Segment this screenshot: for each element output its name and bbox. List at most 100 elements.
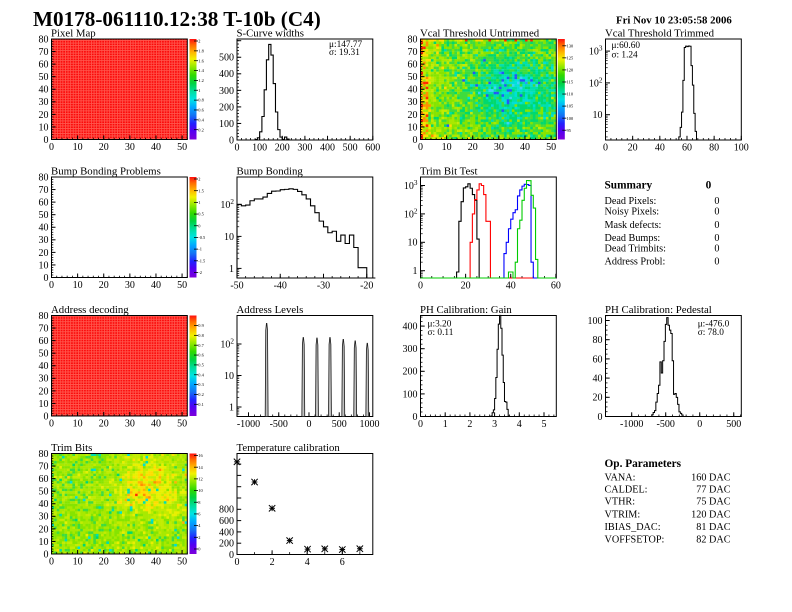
svg-text:50: 50 xyxy=(177,419,187,430)
svg-text:0: 0 xyxy=(714,257,719,268)
svg-text:-1000: -1000 xyxy=(620,419,643,430)
svg-text:0: 0 xyxy=(49,280,54,291)
svg-text:-500: -500 xyxy=(657,419,675,430)
svg-text:20: 20 xyxy=(99,280,109,291)
svg-text:120: 120 xyxy=(567,68,574,73)
svg-text:95: 95 xyxy=(567,128,572,133)
svg-text:0: 0 xyxy=(714,233,719,244)
svg-text:100: 100 xyxy=(734,143,749,154)
svg-text:Fri Nov 10 23:05:58 2006: Fri Nov 10 23:05:58 2006 xyxy=(616,15,732,27)
svg-text:M0178-061110.12:38 T-10b (C4): M0178-061110.12:38 T-10b (C4) xyxy=(33,7,321,31)
svg-text:1.2: 1.2 xyxy=(198,78,204,83)
svg-text:300: 300 xyxy=(403,344,418,355)
svg-text:60: 60 xyxy=(39,60,49,71)
svg-text:1.4: 1.4 xyxy=(198,68,204,73)
svg-text:-1.5: -1.5 xyxy=(198,258,206,263)
svg-text:500: 500 xyxy=(332,419,347,430)
svg-text:0: 0 xyxy=(418,419,423,430)
svg-text:10: 10 xyxy=(73,280,83,291)
svg-text:200: 200 xyxy=(219,102,234,113)
svg-text:Dead Trimbits:: Dead Trimbits: xyxy=(605,244,666,255)
svg-text:50: 50 xyxy=(39,210,49,221)
svg-text:0: 0 xyxy=(49,419,54,430)
svg-text:40: 40 xyxy=(408,85,418,96)
svg-text:0.9: 0.9 xyxy=(198,323,204,328)
svg-text:20: 20 xyxy=(39,248,49,259)
svg-text:30: 30 xyxy=(125,280,135,291)
svg-text:30: 30 xyxy=(408,97,418,108)
svg-text:70: 70 xyxy=(39,323,49,334)
svg-text:80: 80 xyxy=(593,335,603,346)
svg-text:Bump Bonding Problems: Bump Bonding Problems xyxy=(51,165,161,177)
svg-text:0.1: 0.1 xyxy=(198,402,204,407)
svg-text:40: 40 xyxy=(39,361,49,372)
svg-text:400: 400 xyxy=(403,322,418,333)
svg-text:0.5: 0.5 xyxy=(198,363,204,368)
svg-text:Address Levels: Address Levels xyxy=(237,304,304,316)
svg-text:130: 130 xyxy=(567,43,574,48)
svg-text:20: 20 xyxy=(39,110,49,121)
svg-text:Trim Bit Test: Trim Bit Test xyxy=(420,165,477,177)
svg-text:Trim Bits: Trim Bits xyxy=(51,442,92,454)
svg-text:20: 20 xyxy=(628,143,638,154)
svg-text:1.6: 1.6 xyxy=(198,58,204,63)
svg-text:400: 400 xyxy=(219,69,234,80)
svg-text:0: 0 xyxy=(697,419,702,430)
svg-text:0.4: 0.4 xyxy=(198,117,204,122)
svg-text:Vcal Threshold Trimmed: Vcal Threshold Trimmed xyxy=(605,27,715,39)
svg-text:10: 10 xyxy=(408,238,418,249)
svg-text:0: 0 xyxy=(49,142,54,153)
svg-text:0: 0 xyxy=(714,207,719,218)
svg-text:50: 50 xyxy=(408,72,418,83)
svg-text:Address Probl:: Address Probl: xyxy=(605,257,666,268)
svg-text:μ:60.60: μ:60.60 xyxy=(612,41,641,51)
svg-text:60: 60 xyxy=(408,60,418,71)
svg-text:Noisy Pixels:: Noisy Pixels: xyxy=(605,207,660,218)
svg-text:40: 40 xyxy=(151,280,161,291)
svg-text:0: 0 xyxy=(413,135,418,146)
svg-text:Summary: Summary xyxy=(605,180,653,192)
svg-text:20: 20 xyxy=(39,386,49,397)
svg-text:40: 40 xyxy=(151,419,161,430)
svg-text:1: 1 xyxy=(229,264,234,275)
svg-text:σ: 1.24: σ: 1.24 xyxy=(612,51,639,61)
svg-text:50: 50 xyxy=(39,72,49,83)
svg-text:40: 40 xyxy=(39,223,49,234)
svg-text:80: 80 xyxy=(408,34,418,45)
svg-text:300: 300 xyxy=(297,143,312,154)
svg-text:-20: -20 xyxy=(360,281,373,292)
svg-text:0: 0 xyxy=(418,281,423,292)
svg-text:50: 50 xyxy=(546,142,556,153)
svg-text:20: 20 xyxy=(468,142,478,153)
svg-text:10: 10 xyxy=(593,110,603,121)
svg-text:-40: -40 xyxy=(274,281,287,292)
svg-text:30: 30 xyxy=(494,142,504,153)
svg-text:0.7: 0.7 xyxy=(198,343,204,348)
svg-text:Vcal Threshold Untrimmed: Vcal Threshold Untrimmed xyxy=(420,27,540,39)
svg-text:1: 1 xyxy=(198,88,200,93)
svg-text:70: 70 xyxy=(408,47,418,58)
svg-text:10: 10 xyxy=(224,232,234,243)
svg-text:0: 0 xyxy=(229,135,234,146)
svg-text:20: 20 xyxy=(593,393,603,404)
svg-text:100: 100 xyxy=(588,316,603,327)
svg-text:0: 0 xyxy=(714,196,719,207)
svg-text:70: 70 xyxy=(39,185,49,196)
svg-text:10: 10 xyxy=(408,122,418,133)
svg-text:40: 40 xyxy=(506,281,516,292)
svg-text:20: 20 xyxy=(408,110,418,121)
svg-text:0: 0 xyxy=(235,143,240,154)
svg-text:S-Curve widths: S-Curve widths xyxy=(237,27,304,39)
svg-text:105: 105 xyxy=(567,104,574,109)
svg-text:40: 40 xyxy=(520,142,530,153)
svg-text:115: 115 xyxy=(567,80,574,85)
svg-text:100: 100 xyxy=(252,143,267,154)
svg-text:μ:-476.0: μ:-476.0 xyxy=(698,320,730,330)
svg-text:-50: -50 xyxy=(230,281,243,292)
svg-text:μ:147.77: μ:147.77 xyxy=(329,40,362,50)
svg-text:0: 0 xyxy=(714,220,719,231)
svg-text:20: 20 xyxy=(99,419,109,430)
svg-text:110: 110 xyxy=(567,92,574,97)
svg-text:1: 1 xyxy=(229,402,234,413)
svg-text:80: 80 xyxy=(39,172,49,183)
